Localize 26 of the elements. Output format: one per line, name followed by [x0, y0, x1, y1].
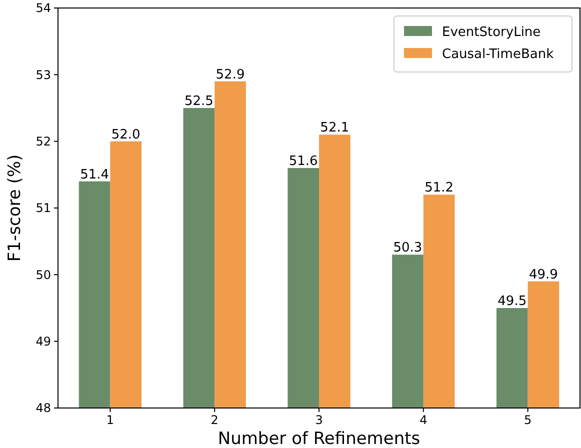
legend-label: EventStoryLine [442, 25, 541, 40]
y-tick-label: 49 [36, 334, 51, 349]
x-tick-label: 3 [315, 413, 323, 427]
data-label: 50.3 [393, 240, 422, 256]
y-tick-label: 50 [36, 268, 51, 282]
data-label: 49.5 [498, 294, 527, 309]
x-tick-label: 2 [210, 413, 218, 427]
y-tick-label: 48 [36, 401, 51, 416]
x-tick-label: 1 [106, 413, 114, 427]
data-label: 51.4 [80, 167, 110, 182]
y-axis-title: F1-score (%) [5, 154, 25, 262]
x-tick-label: 5 [524, 413, 532, 427]
data-label: 49.9 [528, 267, 558, 282]
data-label: 52.9 [216, 67, 245, 82]
data-label: 52.0 [111, 127, 140, 142]
y-tick-label: 53 [36, 68, 51, 82]
data-label: 52.5 [184, 94, 214, 109]
y-tick-label: 52 [36, 134, 51, 149]
y-tick-label: 51 [36, 201, 51, 216]
data-label: 52.1 [320, 120, 350, 136]
x-tick-label: 4 [420, 413, 428, 427]
legend-label: Causal-TimeBank [442, 47, 554, 62]
x-axis-title: Number of Refinements [218, 429, 420, 448]
y-tick-label: 54 [36, 1, 51, 16]
data-label: 51.6 [288, 154, 318, 169]
data-label: 51.2 [424, 180, 454, 196]
